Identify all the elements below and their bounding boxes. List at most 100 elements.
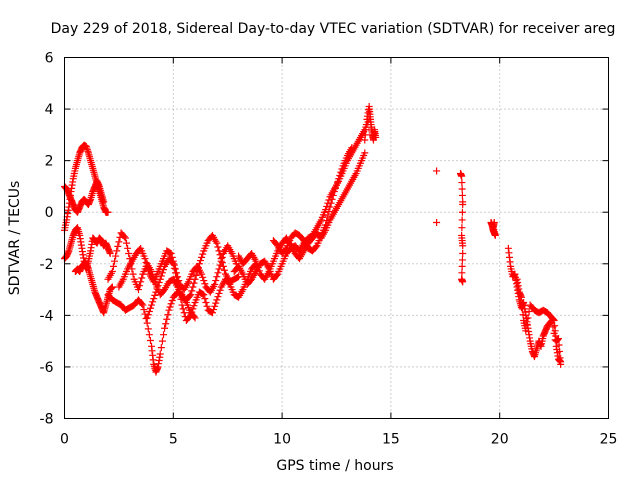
data-point-marker: [219, 262, 227, 270]
data-point-marker: [200, 291, 208, 299]
data-point-marker: [162, 320, 170, 328]
data-point-marker: [252, 257, 260, 265]
data-point-marker: [556, 354, 564, 362]
data-point-marker: [459, 249, 467, 257]
data-point-marker: [192, 271, 200, 279]
data-point-marker: [188, 287, 196, 295]
data-point-marker: [177, 295, 185, 303]
data-point-marker: [233, 273, 241, 281]
data-point-marker: [154, 282, 162, 290]
data-point-marker: [458, 224, 466, 232]
data-point-marker: [490, 219, 498, 227]
data-point-marker: [281, 246, 289, 254]
data-point-marker: [216, 261, 224, 269]
data-point-marker: [143, 262, 151, 270]
data-point-marker: [188, 308, 196, 316]
data-point-marker: [120, 233, 128, 241]
data-point-marker: [215, 247, 223, 255]
data-point-marker: [458, 172, 466, 180]
data-point-marker: [433, 167, 441, 175]
data-point-marker: [199, 250, 207, 258]
y-tick-label: -6: [40, 360, 54, 376]
x-tick-label: 20: [491, 432, 509, 448]
data-point-marker: [312, 243, 320, 251]
data-point-marker: [145, 331, 153, 339]
data-point-marker: [109, 262, 117, 270]
data-point-marker: [557, 360, 565, 368]
data-point-marker: [458, 262, 466, 270]
x-tick-label: 10: [273, 432, 291, 448]
data-point-marker: [115, 238, 123, 246]
data-point-marker: [217, 257, 225, 265]
data-point-marker: [163, 315, 171, 323]
data-point-marker: [212, 299, 220, 307]
data-point-marker: [330, 188, 338, 196]
data-point-marker: [197, 257, 204, 265]
data-point-marker: [211, 280, 219, 288]
data-point-marker: [142, 315, 150, 323]
data-point-marker: [187, 291, 195, 299]
data-point-marker: [171, 269, 179, 277]
data-point-marker: [361, 149, 369, 157]
data-point-marker: [141, 310, 149, 318]
data-point-marker: [108, 283, 116, 291]
y-tick-label: 2: [45, 154, 54, 170]
data-point-marker: [323, 217, 331, 225]
data-point-marker: [155, 278, 163, 286]
data-point-marker: [111, 257, 119, 265]
data-point-marker: [108, 268, 116, 276]
data-point-marker: [144, 266, 152, 274]
y-tick-label: -2: [40, 257, 54, 273]
data-point-marker: [143, 314, 151, 322]
data-point-marker: [173, 273, 181, 281]
data-point-marker: [215, 265, 223, 273]
data-point-marker: [323, 202, 331, 210]
data-point-marker: [156, 275, 164, 283]
data-point-marker: [189, 283, 197, 291]
y-tick-label: 4: [45, 102, 54, 118]
data-point-marker: [158, 337, 166, 345]
data-point-marker: [125, 249, 133, 257]
data-point-marker: [124, 244, 132, 252]
data-point-marker: [459, 200, 467, 208]
data-point-marker: [338, 165, 346, 173]
data-point-marker: [556, 347, 564, 355]
data-point-marker: [199, 290, 207, 298]
grid: [64, 57, 609, 419]
y-axis-label: SDTVAR / TECUs: [7, 181, 23, 296]
data-point-marker: [168, 258, 176, 266]
data-point-marker: [180, 309, 188, 317]
data-point-marker: [214, 269, 222, 277]
data-point-marker: [210, 306, 218, 314]
data-point-marker: [458, 216, 466, 224]
data-point-marker: [329, 191, 337, 199]
data-point-marker: [152, 288, 160, 296]
data-point-marker: [189, 305, 197, 313]
data-point-marker: [215, 289, 223, 297]
data-point-marker: [174, 278, 182, 286]
data-point-marker: [156, 350, 164, 358]
data-point-marker: [198, 253, 206, 261]
data-point-marker: [121, 234, 129, 242]
data-point-marker: [254, 264, 262, 272]
data-point-marker: [326, 203, 334, 211]
data-point-marker: [201, 280, 209, 288]
plot-frame: [64, 57, 609, 419]
data-point-marker: [166, 303, 174, 311]
data-point-marker: [165, 306, 173, 314]
data-point-marker: [208, 309, 216, 317]
data-point-marker: [525, 307, 533, 315]
data-point-marker: [216, 286, 224, 294]
data-point-marker: [141, 255, 149, 263]
data-point-marker: [186, 313, 194, 321]
data-point-marker: [139, 301, 147, 309]
data-point-marker: [187, 311, 195, 319]
data-point-marker: [168, 297, 176, 305]
data-point-marker: [160, 266, 168, 274]
data-point-marker: [144, 311, 152, 319]
data-point-marker: [179, 305, 187, 313]
data-point-marker: [214, 293, 222, 301]
data-point-marker: [325, 208, 333, 216]
data-point-marker: [100, 198, 108, 206]
data-point-marker: [166, 249, 174, 257]
